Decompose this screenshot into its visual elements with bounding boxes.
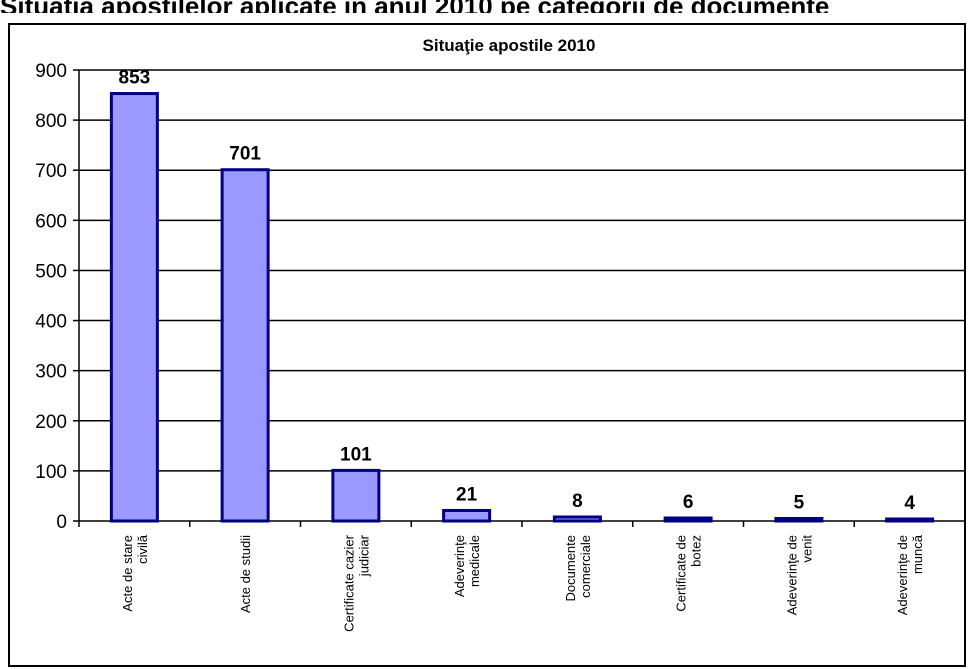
data-label: 21 [456,484,478,505]
category-label-line: venit [799,535,814,563]
category-label-line: botez [689,535,704,567]
category-label: Acte de stare civilă [120,534,150,611]
chart-title: Situaţie apostile 2010 [423,36,596,55]
bar [220,168,270,523]
category-label: Documente comerciale [563,535,593,601]
bar [331,468,381,523]
category-label-line: medicale [467,535,482,587]
y-tick-label: 200 [35,412,67,433]
category-label: Adeverinţe de muncă [895,534,925,615]
category-label-line: Adeverinţe de [784,535,799,615]
category-label: Acte de studii [238,535,253,613]
category-label-line: Acte de stare [120,535,135,612]
bar [774,516,824,523]
y-tick-label: 300 [35,362,67,383]
category-label: Adeverinţe medicale [452,535,482,597]
category-labels: Acte de stare civilă Acte de studii Certifi… [120,534,925,632]
data-label: 4 [904,493,915,514]
category-label: Certificate de botez [674,535,704,612]
category-label-line: Acte de studii [238,535,253,613]
bar [885,517,935,523]
category-label-line: Adeverinţe de [895,535,910,615]
data-label: 853 [119,68,151,89]
category-label-line: civilă [135,534,150,564]
bar [663,516,713,523]
data-label: 6 [683,492,694,513]
y-tick-label: 400 [35,312,67,333]
y-tick-label: 700 [35,161,67,182]
category-label: Certificate cazier judiciar [341,534,371,631]
bar [442,508,492,523]
category-label-line: Documente [563,535,578,601]
category-label-line: Adeverinţe [452,535,467,597]
y-tick-label: 500 [35,261,67,282]
category-label-line: Certificate de [674,535,689,612]
bars [109,92,935,523]
chart-frame [8,23,966,667]
category-label-line: muncă [910,534,925,574]
data-labels: 853 701 101 21 8 6 5 4 [119,68,916,514]
bar [109,92,159,523]
bar [552,515,602,523]
cropped-heading-text: Situaţia apostilelor aplicate în anul 20… [0,0,968,13]
y-tick-label: 800 [35,111,67,132]
y-tick-label: 0 [56,512,67,533]
y-tick-label: 100 [35,462,67,483]
data-label: 701 [229,144,261,165]
category-label-line: comerciale [578,535,593,598]
y-tick-label: 900 [35,61,67,82]
y-tick-label: 600 [35,211,67,232]
data-label: 101 [340,444,372,465]
category-label: Adeverinţe de venit [784,535,814,616]
category-label-line: Certificate cazier [341,534,356,631]
data-label: 5 [794,492,805,513]
data-label: 8 [572,491,583,512]
category-label-line: judiciar [356,534,371,577]
